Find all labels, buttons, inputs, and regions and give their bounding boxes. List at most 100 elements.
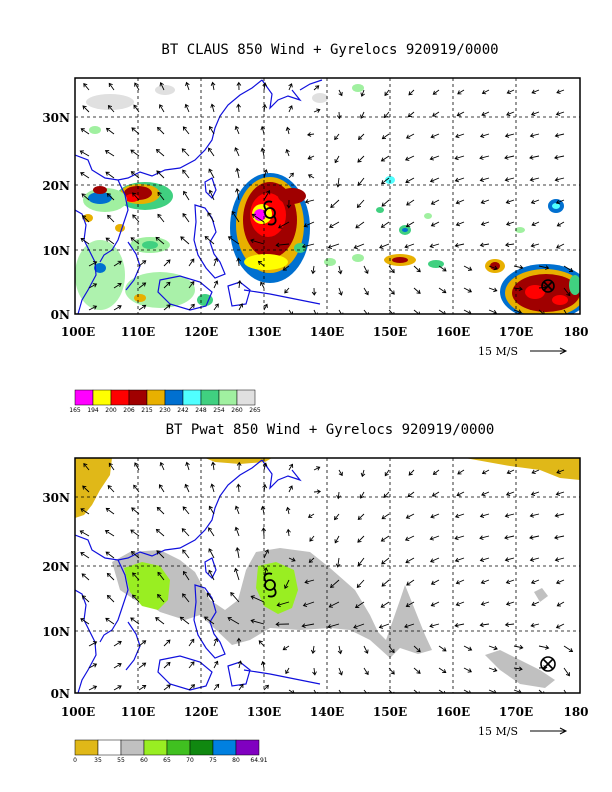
top-wind-vector <box>156 126 165 135</box>
bottom-wind-vector <box>80 508 90 515</box>
top-wind-vector <box>357 177 365 187</box>
top-wind-vector <box>234 147 240 157</box>
bottom-wind-vector <box>188 661 195 669</box>
bottom-wind-vector <box>357 535 365 543</box>
top-colorbar-swatch <box>74 389 94 406</box>
top-colorbar-swatch <box>218 389 238 406</box>
bottom-wind-vector <box>213 660 219 669</box>
bottom-wind-vector <box>438 689 446 693</box>
top-wind-vector <box>105 171 115 179</box>
top-wind-vector <box>288 83 293 91</box>
top-wind-vector <box>163 281 171 289</box>
bottom-wind-vectors <box>79 461 574 693</box>
top-wind-vector <box>204 235 215 245</box>
bottom-wind-vector <box>413 645 421 653</box>
top-gyre-circle-x-symbol <box>541 279 555 293</box>
top-wind-vector <box>504 177 515 182</box>
bottom-wind-vector <box>260 660 266 669</box>
bottom-colorbar-swatch <box>97 739 122 756</box>
top-grid <box>75 78 580 314</box>
top-wind-vector <box>88 283 98 289</box>
bottom-xtick-170e: 170E <box>499 705 533 719</box>
bottom-xtick-100e: 100E <box>61 705 95 719</box>
bottom-wind-vector <box>363 645 369 654</box>
top-wind-vector <box>556 243 565 249</box>
top-wind-vector <box>208 125 215 135</box>
top-wind-vector <box>363 309 369 314</box>
top-wind-vector <box>455 199 465 205</box>
top-wind-vector <box>213 303 219 311</box>
bottom-wind-vector <box>529 513 540 518</box>
top-wind-vector <box>480 221 490 226</box>
top-wind-vector <box>81 193 90 201</box>
bottom-wind-vector <box>307 513 315 518</box>
bottom-wind-vector <box>384 469 390 477</box>
top-wind-vector <box>488 309 498 314</box>
top-wind-vector <box>363 287 369 296</box>
top-wind-vector <box>529 177 540 182</box>
top-wind-vector <box>113 282 122 289</box>
top-wind-vector <box>463 265 473 271</box>
top-wind-vector <box>285 148 290 157</box>
top-wind-vector <box>329 221 340 228</box>
bottom-wind-vector <box>262 462 268 471</box>
bottom-wind-vector <box>430 601 440 607</box>
bottom-ytick-10n: 10N <box>42 625 70 639</box>
top-wind-vector <box>307 155 315 160</box>
top-wind-vector <box>188 258 195 267</box>
bottom-wind-vector <box>530 623 540 628</box>
top-wind-vector <box>180 236 190 245</box>
bottom-wind-reference-arrow <box>530 727 568 735</box>
bottom-wind-vector <box>236 637 242 647</box>
top-colorbar-label: 165 <box>69 407 81 414</box>
bottom-wind-vector <box>357 557 365 567</box>
top-wind-vectors <box>79 81 574 314</box>
top-wind-vector <box>286 199 292 209</box>
bottom-wind-vector <box>182 593 190 603</box>
top-wind-vector <box>488 265 498 271</box>
bottom-wind-vector <box>381 557 390 565</box>
bottom-wind-vector <box>454 535 465 541</box>
top-chart-title: BT CLAUS 850 Wind + Gyrelocs 920919/0000 <box>161 42 498 58</box>
top-wind-vector <box>357 155 365 163</box>
top-wind-vector <box>260 125 266 135</box>
top-wind-vector <box>506 111 515 117</box>
bottom-wind-vector <box>208 569 215 581</box>
top-wind-vector <box>208 147 215 157</box>
top-wind-vector <box>163 259 171 267</box>
bottom-wind-vector <box>285 667 290 675</box>
top-wind-vector <box>238 303 244 311</box>
top-wind-vector <box>413 265 421 273</box>
top-wind-vector <box>263 190 271 201</box>
top-wind-vector <box>107 214 115 223</box>
bottom-wind-vector <box>554 513 565 518</box>
bottom-wind-vector <box>157 593 165 603</box>
bottom-wind-vector <box>353 623 365 629</box>
top-wind-vector <box>336 111 342 120</box>
top-wind-vector <box>404 155 415 161</box>
bottom-xtick-150e: 150E <box>373 705 407 719</box>
bottom-wind-vector <box>312 667 317 676</box>
top-wind-vector <box>104 150 115 157</box>
bottom-wind-vector <box>113 663 122 669</box>
bottom-wind-vector <box>388 645 395 654</box>
top-ytick-20n: 20N <box>42 179 70 193</box>
bottom-wind-vector <box>82 485 90 493</box>
bottom-wind-vector <box>556 601 565 607</box>
top-wind-vector <box>159 82 165 91</box>
top-wind-vector <box>284 287 290 294</box>
top-wind-vector <box>235 188 240 201</box>
top-wind-vector <box>338 89 343 97</box>
top-wind-vector <box>488 287 498 293</box>
top-colorbar-swatch <box>146 389 166 406</box>
bottom-wind-vector <box>457 469 465 475</box>
bottom-wind-vector <box>313 489 322 495</box>
top-wind-vector <box>138 282 147 289</box>
bottom-wind-vector <box>328 601 340 608</box>
top-wind-vector <box>262 104 267 113</box>
bottom-wind-vector <box>357 513 365 520</box>
bottom-wind-vector <box>463 645 473 651</box>
top-wind-vector <box>330 199 340 208</box>
bottom-wind-vector <box>463 667 473 673</box>
bottom-wind-vector <box>481 491 490 497</box>
